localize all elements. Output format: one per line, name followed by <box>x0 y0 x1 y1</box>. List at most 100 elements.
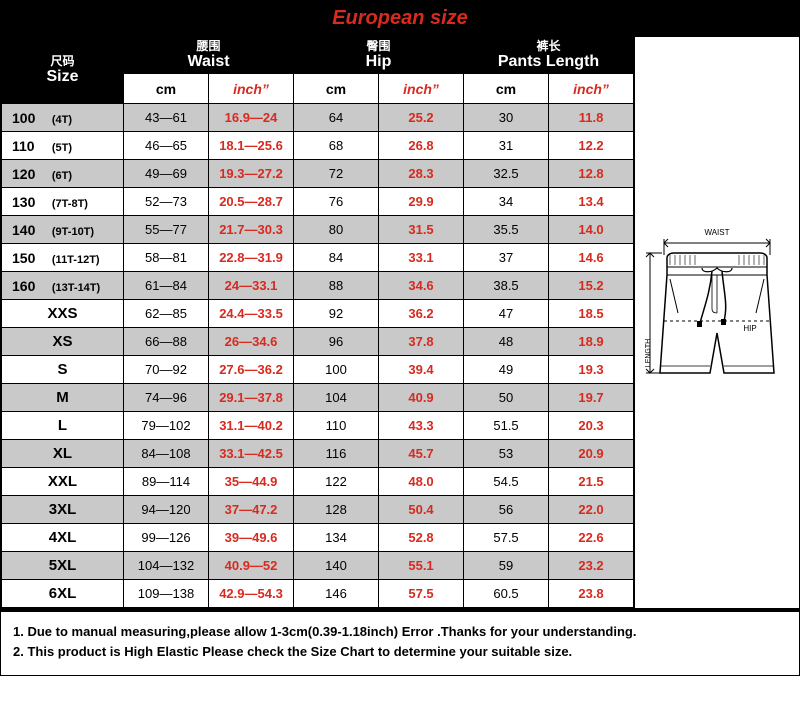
notes-section: 1. Due to manual measuring,please allow … <box>1 608 799 675</box>
cell-waist-cm: 52—73 <box>124 188 209 216</box>
cell-length-inch: 11.8 <box>549 104 634 132</box>
cell-hip-cm: 84 <box>294 244 379 272</box>
table-row: 6XL109—13842.9—54.314657.560.523.8 <box>2 580 634 608</box>
cell-size: 110 (5T) <box>2 132 124 160</box>
cell-length-cm: 31 <box>464 132 549 160</box>
cell-hip-inch: 55.1 <box>379 552 464 580</box>
cell-waist-inch: 42.9—54.3 <box>209 580 294 608</box>
header-length: 裤长 Pants Length <box>464 38 634 74</box>
cell-hip-inch: 25.2 <box>379 104 464 132</box>
cell-length-inch: 13.4 <box>549 188 634 216</box>
header-waist: 腰围 Waist <box>124 38 294 74</box>
diagram-length-label: LENGTH <box>645 338 652 366</box>
cell-hip-cm: 134 <box>294 524 379 552</box>
diagram-waist-label: WAIST <box>704 228 729 237</box>
cell-hip-inch: 52.8 <box>379 524 464 552</box>
cell-hip-inch: 26.8 <box>379 132 464 160</box>
cell-hip-cm: 92 <box>294 300 379 328</box>
cell-size: 150 (11T-12T) <box>2 244 124 272</box>
cell-size: XS <box>2 328 124 356</box>
cell-size: XL <box>2 440 124 468</box>
cell-hip-inch: 50.4 <box>379 496 464 524</box>
cell-size: S <box>2 356 124 384</box>
cell-hip-cm: 68 <box>294 132 379 160</box>
cell-length-inch: 15.2 <box>549 272 634 300</box>
table-row: 5XL104—13240.9—5214055.15923.2 <box>2 552 634 580</box>
cell-length-inch: 12.2 <box>549 132 634 160</box>
cell-length-cm: 32.5 <box>464 160 549 188</box>
cell-hip-inch: 34.6 <box>379 272 464 300</box>
cell-waist-inch: 20.5—28.7 <box>209 188 294 216</box>
table-row: 100 (4T)43—6116.9—246425.23011.8 <box>2 104 634 132</box>
cell-hip-inch: 29.9 <box>379 188 464 216</box>
cell-size: L <box>2 412 124 440</box>
cell-hip-inch: 39.4 <box>379 356 464 384</box>
cell-waist-inch: 29.1—37.8 <box>209 384 294 412</box>
cell-hip-cm: 72 <box>294 160 379 188</box>
cell-waist-inch: 37—47.2 <box>209 496 294 524</box>
table-row: 3XL94—12037—47.212850.45622.0 <box>2 496 634 524</box>
table-wrap: 尺码 Size 腰围 Waist 臀围 Hip 裤长 <box>1 37 634 608</box>
cell-size: XXS <box>2 300 124 328</box>
cell-length-inch: 18.5 <box>549 300 634 328</box>
cell-waist-inch: 35—44.9 <box>209 468 294 496</box>
cell-length-inch: 20.3 <box>549 412 634 440</box>
cell-hip-cm: 80 <box>294 216 379 244</box>
cell-hip-inch: 37.8 <box>379 328 464 356</box>
cell-size: 140 (9T-10T) <box>2 216 124 244</box>
shorts-svg: WAIST <box>642 213 792 433</box>
cell-length-inch: 12.8 <box>549 160 634 188</box>
cell-hip-cm: 128 <box>294 496 379 524</box>
size-table: 尺码 Size 腰围 Waist 臀围 Hip 裤长 <box>1 37 634 608</box>
subheader-inch: inch” <box>379 74 464 104</box>
cell-length-cm: 57.5 <box>464 524 549 552</box>
cell-waist-cm: 62—85 <box>124 300 209 328</box>
table-row: 160 (13T-14T)61—8424—33.18834.638.515.2 <box>2 272 634 300</box>
content-row: 尺码 Size 腰围 Waist 臀围 Hip 裤长 <box>1 36 799 608</box>
cell-hip-inch: 36.2 <box>379 300 464 328</box>
cell-hip-cm: 116 <box>294 440 379 468</box>
cell-length-cm: 60.5 <box>464 580 549 608</box>
table-row: 4XL99—12639—49.613452.857.522.6 <box>2 524 634 552</box>
cell-hip-cm: 64 <box>294 104 379 132</box>
subheader-cm: cm <box>124 74 209 104</box>
cell-waist-cm: 89—114 <box>124 468 209 496</box>
cell-length-inch: 22.0 <box>549 496 634 524</box>
cell-waist-inch: 21.7—30.3 <box>209 216 294 244</box>
cell-hip-cm: 140 <box>294 552 379 580</box>
cell-waist-inch: 31.1—40.2 <box>209 412 294 440</box>
cell-waist-cm: 109—138 <box>124 580 209 608</box>
cell-waist-inch: 16.9—24 <box>209 104 294 132</box>
cell-waist-cm: 43—61 <box>124 104 209 132</box>
cell-length-cm: 37 <box>464 244 549 272</box>
cell-length-cm: 35.5 <box>464 216 549 244</box>
table-row: S70—9227.6—36.210039.44919.3 <box>2 356 634 384</box>
table-row: XL84—10833.1—42.511645.75320.9 <box>2 440 634 468</box>
cell-waist-inch: 26—34.6 <box>209 328 294 356</box>
cell-hip-cm: 96 <box>294 328 379 356</box>
subheader-inch: inch” <box>209 74 294 104</box>
cell-size: 5XL <box>2 552 124 580</box>
cell-length-inch: 14.6 <box>549 244 634 272</box>
cell-length-cm: 47 <box>464 300 549 328</box>
cell-hip-inch: 57.5 <box>379 580 464 608</box>
cell-waist-cm: 84—108 <box>124 440 209 468</box>
table-row: XS66—8826—34.69637.84818.9 <box>2 328 634 356</box>
cell-waist-cm: 66—88 <box>124 328 209 356</box>
cell-hip-inch: 45.7 <box>379 440 464 468</box>
cell-waist-cm: 58—81 <box>124 244 209 272</box>
cell-hip-inch: 31.5 <box>379 216 464 244</box>
cell-length-inch: 14.0 <box>549 216 634 244</box>
cell-size: XXL <box>2 468 124 496</box>
cell-hip-inch: 48.0 <box>379 468 464 496</box>
cell-length-cm: 50 <box>464 384 549 412</box>
cell-hip-cm: 88 <box>294 272 379 300</box>
cell-size: 6XL <box>2 580 124 608</box>
note-2: 2. This product is High Elastic Please c… <box>13 642 787 662</box>
cell-hip-inch: 28.3 <box>379 160 464 188</box>
note-1: 1. Due to manual measuring,please allow … <box>13 622 787 642</box>
header-hip: 臀围 Hip <box>294 38 464 74</box>
cell-waist-cm: 79—102 <box>124 412 209 440</box>
cell-length-inch: 23.8 <box>549 580 634 608</box>
cell-waist-inch: 39—49.6 <box>209 524 294 552</box>
